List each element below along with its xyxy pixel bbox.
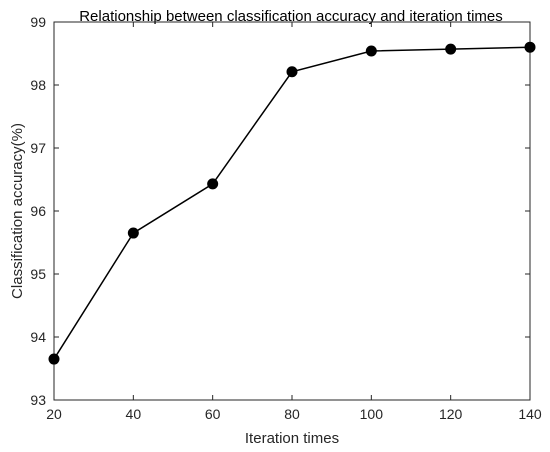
data-point bbox=[127, 227, 139, 239]
y-tick-label: 98 bbox=[30, 77, 46, 93]
x-tick-label: 60 bbox=[205, 406, 221, 422]
y-tick-label: 99 bbox=[30, 14, 46, 30]
data-point bbox=[207, 178, 219, 190]
data-point bbox=[286, 66, 298, 78]
chart-title: Relationship between classification accu… bbox=[79, 8, 503, 25]
x-tick-label: 100 bbox=[360, 406, 384, 422]
series-line bbox=[53, 46, 531, 360]
x-tick-label: 80 bbox=[284, 406, 300, 422]
y-tick-label: 95 bbox=[30, 266, 46, 282]
data-point bbox=[48, 353, 60, 365]
x-tick-label: 140 bbox=[518, 406, 542, 422]
y-tick-label: 94 bbox=[30, 329, 46, 345]
x-tick-label: 20 bbox=[46, 406, 62, 422]
y-tick-label: 96 bbox=[30, 203, 46, 219]
data-markers bbox=[48, 41, 536, 365]
x-tick-label: 120 bbox=[439, 406, 463, 422]
x-axis-title: Iteration times bbox=[245, 430, 339, 447]
x-axis: 20 40 60 80 100 120 140 bbox=[46, 22, 542, 422]
x-tick-label: 40 bbox=[126, 406, 142, 422]
plot-area-box bbox=[53, 21, 531, 401]
y-axis: 93 94 95 96 97 98 99 bbox=[30, 14, 530, 408]
y-tick-label: 93 bbox=[30, 392, 46, 408]
y-tick-label: 97 bbox=[30, 140, 46, 156]
data-point bbox=[524, 41, 536, 53]
data-point bbox=[365, 45, 377, 57]
y-axis-title: Classification accuracy(%) bbox=[9, 123, 26, 299]
data-point bbox=[445, 43, 457, 55]
